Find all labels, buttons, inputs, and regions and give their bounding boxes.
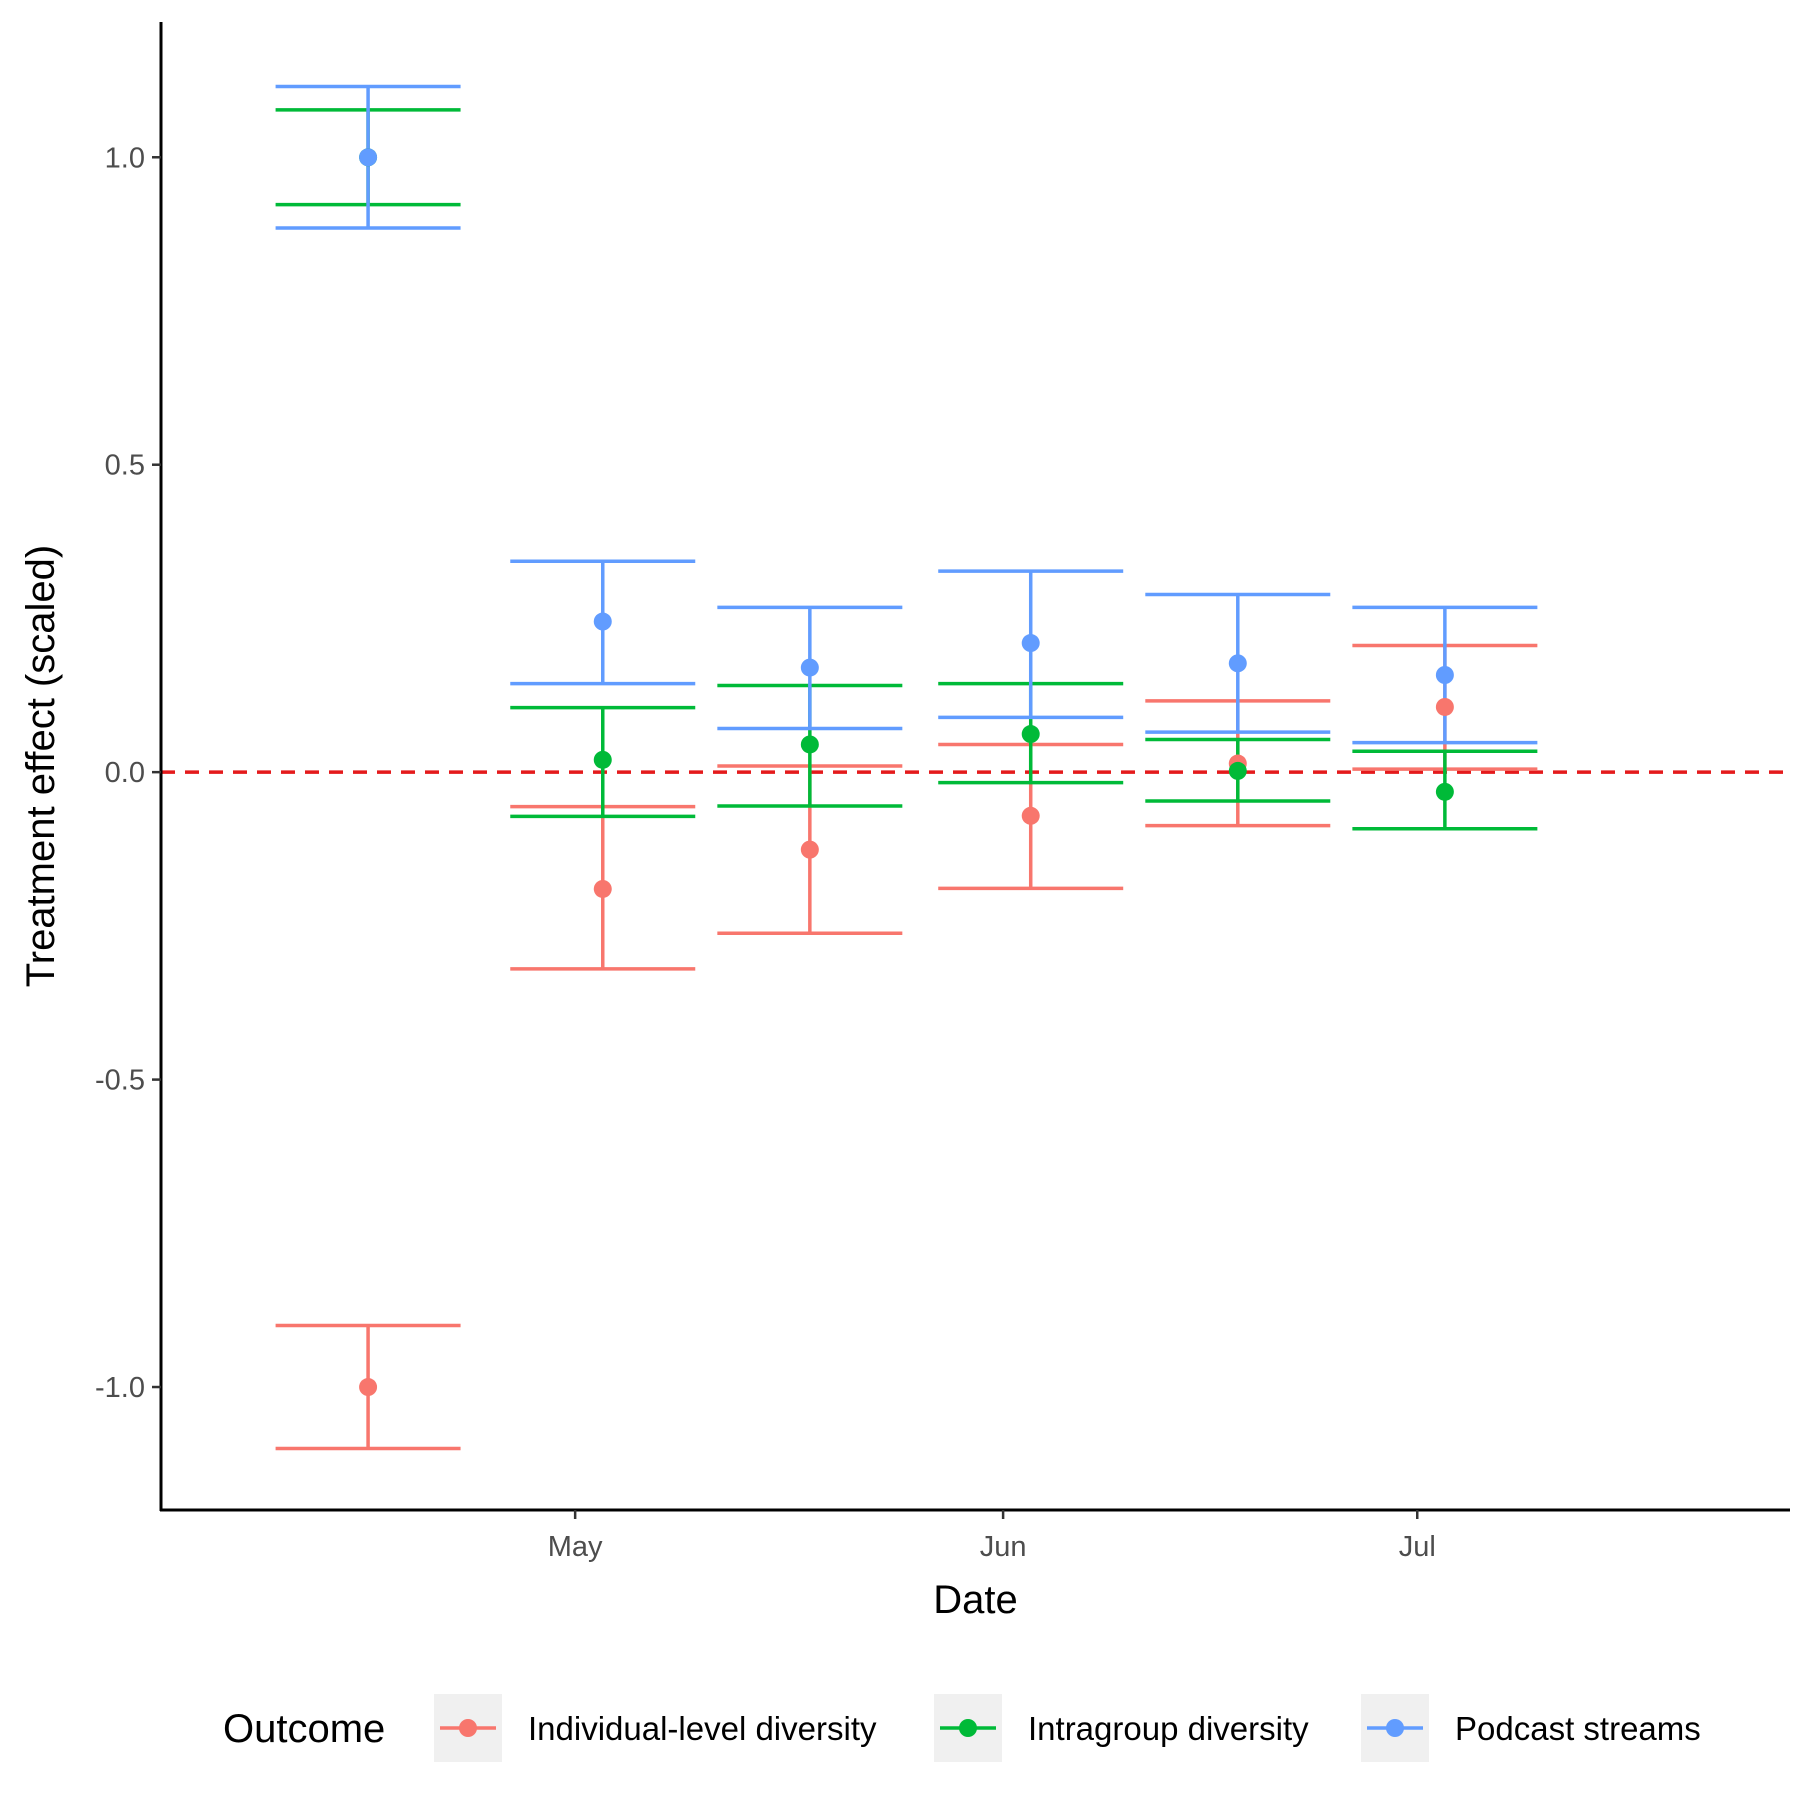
point-podcast-streams-3: [1021, 634, 1040, 653]
legend-title: Outcome: [223, 1707, 385, 1751]
point-intragroup-diversity-2: [800, 735, 819, 754]
legend-key-point: [459, 1719, 477, 1737]
errorbar-layer: [275, 84, 1538, 1451]
legend-key-point: [959, 1719, 977, 1737]
legend-label: Individual-level diversity: [528, 1710, 877, 1747]
point-intragroup-diversity-4: [1228, 761, 1247, 780]
y-tick-label: 0.5: [105, 450, 145, 482]
legend-label: Podcast streams: [1455, 1710, 1701, 1747]
point-podcast-streams-5: [1435, 665, 1454, 684]
point-individual-level-diversity-5: [1435, 697, 1454, 716]
y-tick-label: 0.0: [105, 757, 145, 789]
point-podcast-streams-2: [800, 658, 819, 677]
x-tick-label: Jul: [1399, 1531, 1436, 1563]
legend-item: Podcast streams: [1361, 1694, 1701, 1762]
y-tick-label: -0.5: [95, 1065, 145, 1097]
point-podcast-streams-0: [359, 148, 378, 167]
legend-item: Individual-level diversity: [434, 1694, 877, 1762]
point-individual-level-diversity-0: [359, 1378, 378, 1397]
y-axis-title: Treatment effect (scaled): [19, 545, 63, 987]
legend-item: Intragroup diversity: [934, 1694, 1309, 1762]
point-intragroup-diversity-3: [1021, 725, 1040, 744]
legend-key-point: [1386, 1719, 1404, 1737]
y-tick-label: -1.0: [95, 1372, 145, 1404]
point-intragroup-diversity-1: [593, 750, 612, 769]
point-individual-level-diversity-1: [593, 879, 612, 898]
y-tick-label: 1.0: [105, 142, 145, 174]
x-axis-title: Date: [933, 1578, 1018, 1622]
point-podcast-streams-1: [593, 612, 612, 631]
point-individual-level-diversity-3: [1021, 806, 1040, 825]
legend: Outcome Individual-level diversity Intrag…: [223, 1694, 1701, 1762]
point-individual-level-diversity-2: [800, 840, 819, 859]
point-podcast-streams-4: [1228, 654, 1247, 673]
x-tick-label: Jun: [980, 1531, 1027, 1563]
x-tick-label: May: [548, 1531, 603, 1563]
axes-layer: 1.0 0.5 0.0 -0.5 -1.0 May Jun Jul: [95, 22, 1790, 1563]
legend-label: Intragroup diversity: [1028, 1710, 1309, 1747]
point-layer: [359, 148, 1454, 1397]
point-intragroup-diversity-5: [1435, 782, 1454, 801]
